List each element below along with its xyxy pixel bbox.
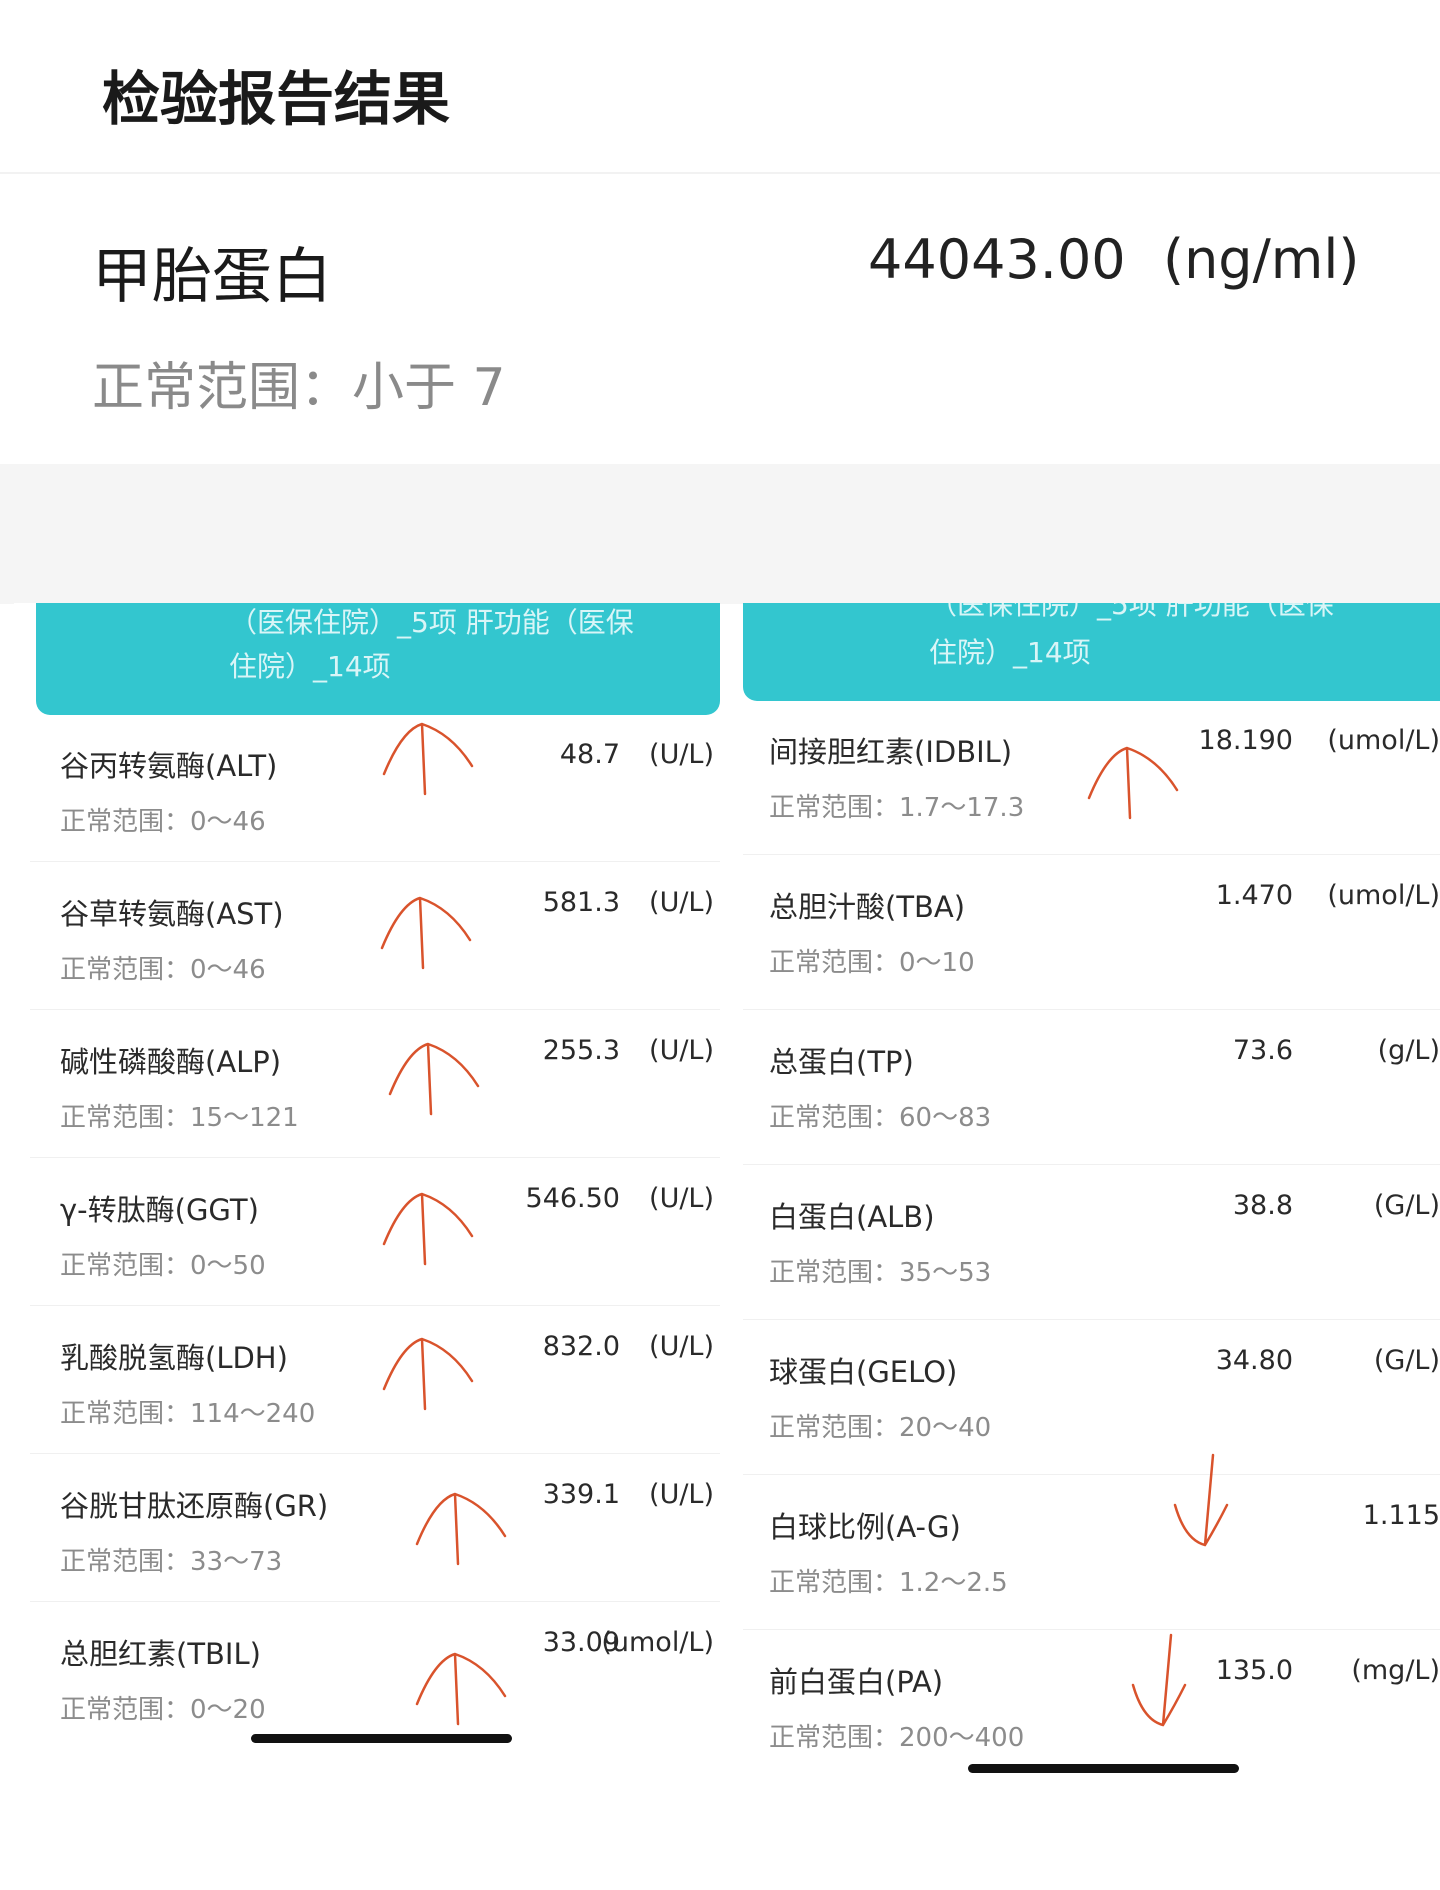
result-value: 581.3 (542, 887, 620, 918)
home-indicator (968, 1764, 1239, 1773)
result-unit: (U/L) (649, 1331, 714, 1362)
test-name: 总胆汁酸(TBA) (769, 890, 966, 924)
row-divider (30, 1009, 720, 1010)
result-unit: (U/L) (649, 739, 714, 770)
afp-value: 44043.00 (868, 228, 1126, 291)
afp-unit: (ng/ml) (1163, 228, 1360, 291)
result-unit: (U/L) (649, 1479, 714, 1510)
card-line-2: 住院）_14项 (229, 650, 391, 683)
normal-range: 正常范围：20～40 (769, 1413, 992, 1443)
row-divider (30, 1453, 720, 1454)
row-divider (743, 854, 1440, 855)
test-name: 间接胆红素(IDBIL) (769, 735, 1013, 769)
normal-range: 正常范围：0～20 (60, 1695, 266, 1725)
test-name: γ-转肽酶(GGT) (60, 1193, 259, 1227)
result-value: 73.6 (1232, 1035, 1293, 1066)
test-name: 白蛋白(ALB) (769, 1200, 935, 1234)
row-divider (743, 1009, 1440, 1010)
result-value: 33.09 (542, 1627, 620, 1658)
test-group-card[interactable]: （医保住院）_5项 肝功能（医保 住院）_14项 (743, 603, 1440, 701)
normal-range: 正常范围：0～46 (60, 807, 266, 837)
result-unit: (umol/L) (1327, 880, 1440, 911)
test-group-card[interactable]: （医保住院）_5项 肝功能（医保 住院）_14项 (36, 603, 720, 715)
normal-range: 正常范围：0～10 (769, 948, 975, 978)
normal-range: 正常范围：35～53 (769, 1258, 992, 1288)
divider (0, 172, 1440, 174)
normal-range: 正常范围：0～46 (60, 955, 266, 985)
afp-range: 正常范围：小于 7 (92, 358, 506, 418)
afp-name: 甲胎蛋白 (92, 242, 332, 312)
test-name: 白球比例(A-G) (769, 1510, 961, 1544)
home-indicator (251, 1734, 512, 1743)
normal-range: 正常范围：33～73 (60, 1547, 283, 1577)
result-unit: (G/L) (1373, 1345, 1440, 1376)
result-value: 135.0 (1215, 1655, 1293, 1686)
test-name: 乳酸脱氢酶(LDH) (60, 1341, 288, 1375)
normal-range: 正常范围：60～83 (769, 1103, 992, 1133)
test-name: 谷丙转氨酶(ALT) (60, 749, 278, 783)
result-unit: (G/L) (1373, 1190, 1440, 1221)
right-screenshot-panel: （医保住院）_5项 肝功能（医保 住院）_14项 间接胆红素(IDBIL) 正常范… (743, 603, 1440, 1890)
test-name: 总蛋白(TP) (769, 1045, 914, 1079)
result-value: 34.80 (1215, 1345, 1293, 1376)
row-divider (743, 1474, 1440, 1475)
result-value: 1.470 (1215, 880, 1293, 911)
row-divider (30, 1157, 720, 1158)
normal-range: 正常范围：1.2～2.5 (769, 1568, 1008, 1598)
row-divider (743, 1629, 1440, 1630)
result-value: 38.8 (1232, 1190, 1293, 1221)
test-name: 前白蛋白(PA) (769, 1665, 944, 1699)
test-name: 谷胱甘肽还原酶(GR) (60, 1489, 329, 1523)
card-line-1: （医保住院）_5项 肝功能（医保 (929, 603, 1334, 621)
gray-separator-band (0, 464, 1440, 604)
normal-range: 正常范围：0～50 (60, 1251, 266, 1281)
row-divider (743, 1319, 1440, 1320)
normal-range: 正常范围：1.7～17.3 (769, 793, 1025, 823)
row-divider (30, 861, 720, 862)
test-name: 总胆红素(TBIL) (60, 1637, 261, 1671)
result-unit: (U/L) (649, 887, 714, 918)
normal-range: 正常范围：114～240 (60, 1399, 316, 1429)
result-unit: (mg/L) (1351, 1655, 1440, 1686)
result-unit: (U/L) (649, 1035, 714, 1066)
card-line-2: 住院）_14项 (929, 636, 1091, 669)
normal-range: 正常范围：200～400 (769, 1723, 1025, 1753)
result-unit: (umol/L) (601, 1627, 714, 1658)
result-value: 832.0 (542, 1331, 620, 1362)
result-value: 339.1 (542, 1479, 620, 1510)
left-screenshot-panel: （医保住院）_5项 肝功能（医保 住院）_14项 谷丙转氨酶(ALT) 正常范围：… (14, 603, 720, 1890)
result-unit: (umol/L) (1327, 725, 1440, 756)
result-value: 255.3 (542, 1035, 620, 1066)
result-value: 18.190 (1198, 725, 1293, 756)
result-value: 48.7 (559, 739, 620, 770)
row-divider (30, 1601, 720, 1602)
result-unit: (U/L) (649, 1183, 714, 1214)
row-divider (743, 1164, 1440, 1165)
test-name: 碱性磷酸酶(ALP) (60, 1045, 282, 1079)
normal-range: 正常范围：15～121 (60, 1103, 299, 1133)
test-name: 球蛋白(GELO) (769, 1355, 958, 1389)
result-unit: (g/L) (1377, 1035, 1440, 1066)
page-title: 检验报告结果 (102, 65, 451, 133)
test-name: 谷草转氨酶(AST) (60, 897, 284, 931)
card-line-1: （医保住院）_5项 肝功能（医保 (229, 606, 634, 639)
row-divider (30, 1305, 720, 1306)
result-value: 546.50 (525, 1183, 620, 1214)
result-value: 1.115 (1362, 1500, 1440, 1531)
